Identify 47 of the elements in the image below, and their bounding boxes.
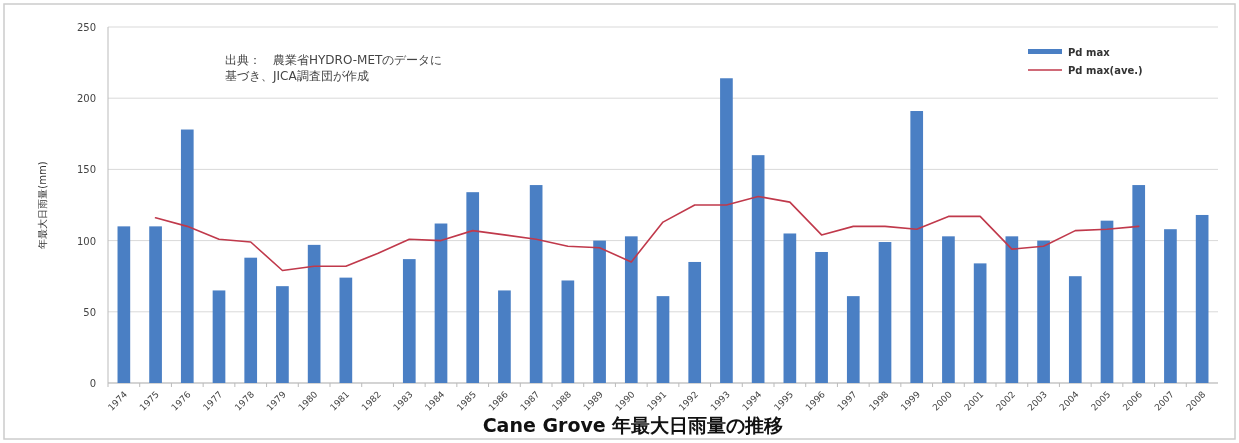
legend-label: Pd max(ave.)	[1068, 65, 1143, 76]
bar	[1195, 214, 1209, 383]
bar	[846, 296, 860, 383]
bar	[1100, 220, 1114, 383]
bar	[466, 192, 480, 383]
y-tick-label: 150	[76, 164, 96, 176]
bar	[339, 277, 353, 383]
legend-label: Pd max	[1068, 47, 1111, 58]
bar	[561, 280, 575, 383]
bar	[498, 290, 511, 383]
y-tick-label: 100	[76, 235, 96, 247]
annotation: 出典： 農業省HYDRO-METのデータに	[225, 53, 443, 67]
bar	[688, 261, 702, 383]
text: Cane Grove 年最大日雨量の推移	[482, 414, 784, 436]
bar	[149, 226, 162, 383]
y-tick-label: 200	[76, 93, 96, 105]
bar	[117, 226, 131, 383]
bar	[1132, 185, 1146, 383]
bar	[1068, 276, 1082, 383]
bar	[434, 223, 448, 383]
bar	[973, 263, 987, 383]
bar	[942, 236, 955, 383]
bar	[751, 155, 765, 383]
bar	[910, 111, 924, 383]
bar	[656, 296, 670, 383]
bar	[878, 242, 892, 383]
bar	[593, 240, 606, 383]
bar	[244, 257, 258, 383]
bar	[1037, 240, 1050, 383]
annotation: 基づき、JICA調査団が作成	[225, 69, 369, 83]
bar	[212, 290, 226, 383]
bar	[307, 244, 321, 383]
bar	[720, 78, 733, 383]
bar	[1164, 229, 1177, 383]
bar	[180, 129, 194, 383]
y-tick-label: 50	[83, 306, 96, 318]
bar	[624, 236, 638, 383]
bar	[1005, 236, 1019, 383]
y-tick-label: 0	[89, 378, 96, 389]
bar	[815, 251, 828, 383]
line-series	[154, 195, 1140, 272]
bar	[276, 286, 289, 383]
bar	[783, 233, 797, 383]
bar	[402, 259, 416, 383]
y-tick-label: 250	[76, 22, 96, 33]
bar	[529, 185, 543, 383]
y-axis-title: 年最大日雨量(mm)	[37, 161, 48, 249]
